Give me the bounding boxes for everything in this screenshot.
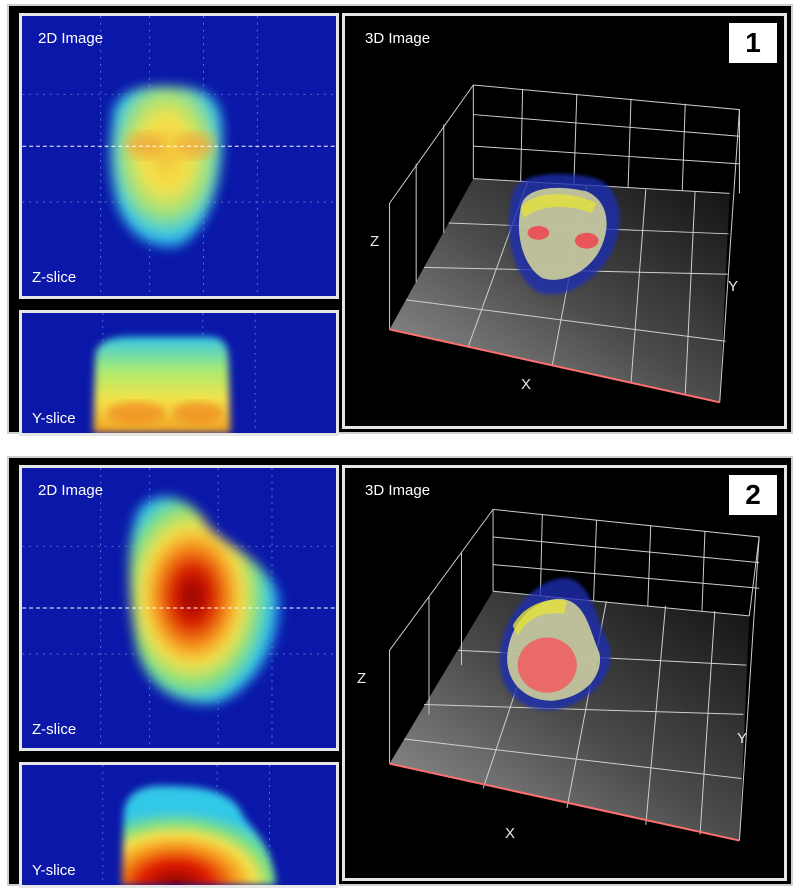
z-slice-heatmap: [22, 468, 336, 748]
volume-render-3d: [389, 508, 760, 842]
y-axis-label: Y: [737, 730, 748, 747]
z-axis-label: Z: [357, 670, 367, 687]
y-slice-label: Y-slice: [32, 410, 76, 427]
y-axis-label: Y: [728, 278, 739, 295]
y-slice-heatmap: [26, 765, 332, 885]
view-3d[interactable]: 3D Image 1 Z Y X: [342, 13, 787, 429]
y-slice-heatmap: [26, 313, 332, 433]
y-slice-label: Y-slice: [32, 862, 76, 879]
z-slice-label: Z-slice: [32, 269, 77, 286]
panel-number-badge: 1: [726, 20, 780, 66]
y-slice-view[interactable]: Y-slice: [19, 310, 339, 436]
view-3d[interactable]: 3D Image 2 Z Y X: [342, 465, 787, 881]
figure-panel-2: 2D Image Z-slice: [7, 456, 793, 888]
y-slice-view[interactable]: Y-slice: [19, 762, 339, 888]
view-3d-label: 3D Image: [365, 30, 431, 47]
z-slice-view[interactable]: 2D Image Z-slice: [19, 13, 339, 299]
z-axis-label: Z: [370, 233, 380, 250]
x-axis-label: X: [521, 376, 532, 393]
view-2d-label: 2D Image: [38, 482, 104, 499]
z-slice-view[interactable]: 2D Image Z-slice: [19, 465, 339, 751]
x-axis-label: X: [505, 825, 516, 842]
volume-render-3d: [389, 84, 740, 404]
z-slice-label: Z-slice: [32, 721, 77, 738]
view-3d-label: 3D Image: [365, 482, 431, 499]
figure-panel-1: 2D Image Z-slice: [7, 4, 793, 436]
view-2d-label: 2D Image: [38, 30, 104, 47]
panel-number-badge: 2: [726, 472, 780, 518]
z-slice-heatmap: [22, 16, 336, 296]
